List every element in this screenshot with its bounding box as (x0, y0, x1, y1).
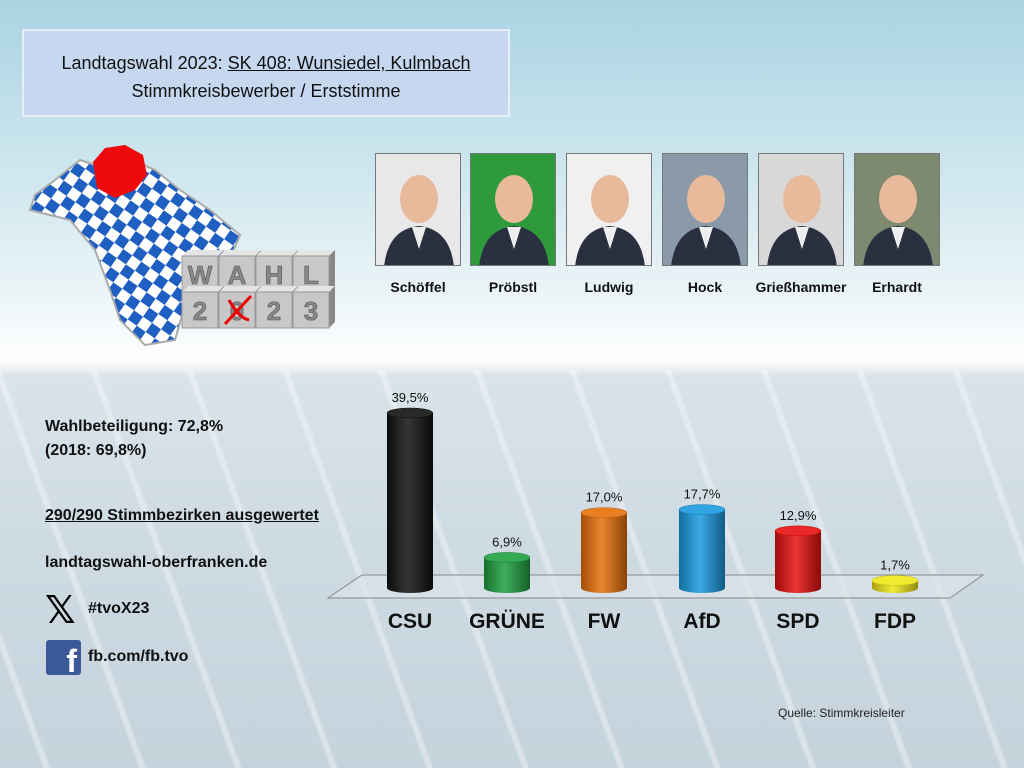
bar-SPD (774, 525, 822, 593)
facebook-icon: f (46, 640, 81, 675)
candidate-photo (375, 153, 461, 266)
logo-cube: 2 (255, 286, 298, 329)
candidate-name: Erhardt (872, 279, 922, 295)
page-title: Landtagswahl 2023: SK 408: Wunsiedel, Ku… (61, 53, 471, 73)
svg-text:3: 3 (304, 296, 318, 326)
candidate-photo (854, 153, 940, 266)
candidate-4: Grießhammer (755, 153, 847, 295)
category-label: AfD (683, 610, 720, 633)
data-label: 12,9% (780, 508, 817, 523)
category-label: FDP (874, 610, 916, 633)
logo-cube: A (218, 250, 261, 293)
candidate-2: Ludwig (566, 153, 652, 295)
page-subtitle: Stimmkreisbewerber / Erststimme (131, 81, 401, 101)
bar-top (774, 525, 822, 537)
bar-top (580, 507, 628, 518)
logo-cube: 3 (292, 286, 335, 329)
turnout: Wahlbeteiligung: 72,8% (45, 418, 224, 435)
source-note: Quelle: Stimmkreisleiter (778, 706, 905, 720)
bar-body (775, 530, 821, 593)
bar-GRÜNE (483, 552, 531, 593)
candidate-0: Schöffel (375, 153, 461, 295)
data-label: 6,9% (492, 534, 522, 549)
bar-FW (580, 507, 628, 593)
x-handle[interactable]: #tvoX23 (88, 600, 150, 617)
candidate-1: Pröbstl (470, 153, 556, 295)
candidate-photo (758, 153, 844, 266)
bavaria-map-logo: W A H L2 0 2 3 (28, 145, 335, 347)
bar-top (483, 552, 531, 563)
candidate-photo (662, 153, 748, 266)
x-logo-icon: 𝕏 (45, 588, 76, 632)
title-box: Landtagswahl 2023: SK 408: Wunsiedel, Ku… (22, 29, 510, 117)
bar-top (871, 575, 919, 586)
bar-FDP (871, 575, 919, 593)
wahl-2023-cubes: W A H L2 0 2 3 (181, 250, 335, 329)
candidate-3: Hock (662, 153, 748, 295)
category-label: FW (588, 610, 621, 633)
district-highlight (93, 145, 147, 198)
candidate-name: Schöffel (390, 279, 446, 295)
bar-body (581, 512, 627, 593)
category-label: GRÜNE (469, 610, 545, 633)
bar-body (484, 557, 530, 593)
candidate-name: Grießhammer (755, 279, 847, 295)
svg-text:2: 2 (267, 296, 281, 326)
candidate-name: Pröbstl (488, 279, 538, 295)
bar-top (386, 407, 434, 419)
candidate-name: Ludwig (584, 279, 634, 295)
bar-AfD (678, 504, 726, 593)
bar-CSU (386, 407, 434, 593)
category-label: SPD (776, 610, 819, 633)
candidate-photo (566, 153, 652, 266)
candidate-photo (470, 153, 556, 266)
svg-text:L: L (303, 260, 319, 290)
bar-top (678, 504, 726, 515)
candidate-5: Erhardt (854, 153, 940, 295)
facebook-link[interactable]: fb.com/fb.tvo (88, 648, 189, 665)
svg-text:A: A (228, 260, 247, 290)
data-label: 17,7% (684, 487, 721, 502)
data-label: 1,7% (880, 557, 910, 572)
district-name: SK 408: Wunsiedel, Kulmbach (227, 53, 471, 73)
website-link[interactable]: landtagswahl-oberfranken.de (45, 554, 268, 571)
candidate-name: Hock (687, 279, 723, 295)
svg-text:W: W (188, 260, 213, 290)
data-label: 39,5% (392, 390, 429, 405)
counted-status: 290/290 Stimmbezirken ausgewertet (45, 507, 319, 524)
turnout-previous: (2018: 69,8%) (45, 442, 147, 459)
svg-text:H: H (265, 260, 284, 290)
bar-body (387, 413, 433, 593)
bar-body (679, 509, 725, 593)
category-label: CSU (388, 610, 432, 633)
data-label: 17,0% (586, 490, 623, 505)
svg-text:2: 2 (193, 296, 207, 326)
